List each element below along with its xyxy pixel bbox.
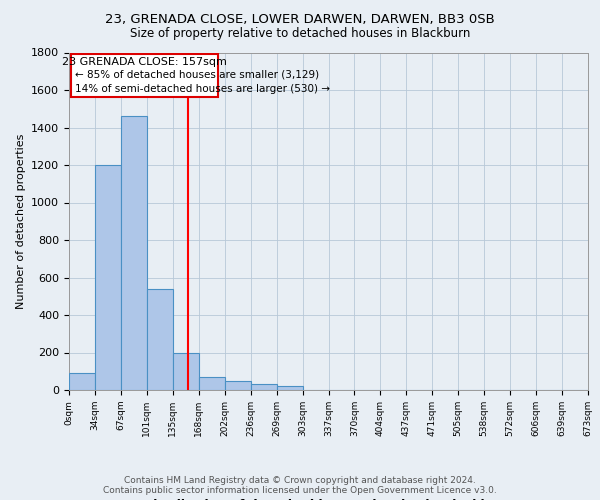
Text: Contains HM Land Registry data © Crown copyright and database right 2024.: Contains HM Land Registry data © Crown c… bbox=[124, 476, 476, 485]
Bar bbox=[225, 380, 251, 390]
Text: 14% of semi-detached houses are larger (530) →: 14% of semi-detached houses are larger (… bbox=[75, 84, 330, 94]
Text: 23, GRENADA CLOSE, LOWER DARWEN, DARWEN, BB3 0SB: 23, GRENADA CLOSE, LOWER DARWEN, DARWEN,… bbox=[105, 12, 495, 26]
Text: Contains public sector information licensed under the Open Government Licence v3: Contains public sector information licen… bbox=[103, 486, 497, 495]
Text: Size of property relative to detached houses in Blackburn: Size of property relative to detached ho… bbox=[130, 28, 470, 40]
Bar bbox=[251, 384, 277, 390]
Bar bbox=[95, 165, 121, 390]
Text: 23 GRENADA CLOSE: 157sqm: 23 GRENADA CLOSE: 157sqm bbox=[62, 57, 227, 67]
X-axis label: Distribution of detached houses by size in Blackburn: Distribution of detached houses by size … bbox=[143, 498, 514, 500]
Y-axis label: Number of detached properties: Number of detached properties bbox=[16, 134, 26, 309]
Bar bbox=[277, 386, 302, 390]
Bar bbox=[121, 116, 147, 390]
Bar bbox=[173, 352, 199, 390]
Bar bbox=[199, 377, 224, 390]
FancyBboxPatch shape bbox=[71, 54, 218, 96]
Text: ← 85% of detached houses are smaller (3,129): ← 85% of detached houses are smaller (3,… bbox=[75, 70, 319, 80]
Bar bbox=[69, 373, 95, 390]
Bar bbox=[147, 289, 173, 390]
